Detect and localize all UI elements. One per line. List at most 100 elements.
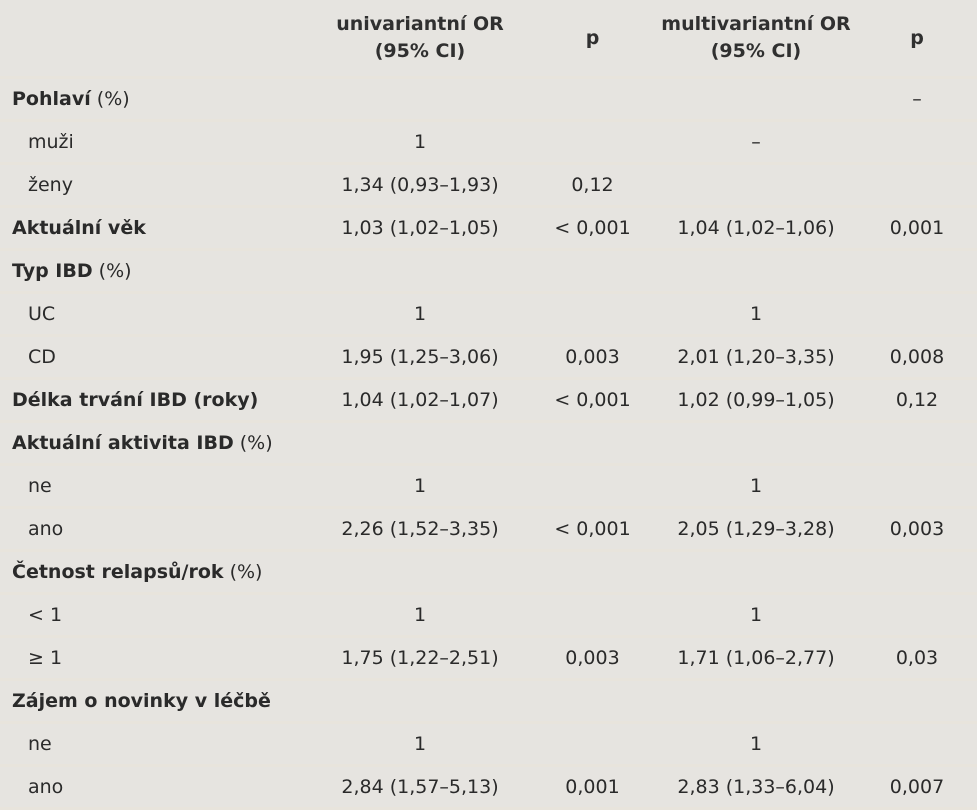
univariate-or-cell: 2,84 (1,57–5,13) <box>310 767 530 807</box>
multivariate-or-cell: 1,71 (1,06–2,77) <box>655 638 857 678</box>
row-label: CD <box>0 337 310 377</box>
header-univariate-or-ci: (95% CI) <box>374 40 466 62</box>
row-label-text: muži <box>28 131 74 153</box>
multivariate-p-cell: 0,003 <box>857 509 977 549</box>
row-label: Typ IBD (%) <box>0 251 310 291</box>
table-row: Aktuální aktivita IBD (%) <box>0 423 977 463</box>
univariate-p-cell: < 0,001 <box>530 380 655 420</box>
table-row: CD 1,95 (1,25–3,06) 0,003 2,01 (1,20–3,3… <box>0 337 977 377</box>
row-label-text: Aktuální aktivita IBD <box>12 432 234 454</box>
multivariate-p-cell <box>857 466 977 506</box>
header-multivariate-or-ci: (95% CI) <box>710 40 802 62</box>
multivariate-or-cell: 1 <box>655 724 857 764</box>
row-label: ano <box>0 509 310 549</box>
multivariate-or-cell: 2,83 (1,33–6,04) <box>655 767 857 807</box>
univariate-p-cell: 0,12 <box>530 165 655 205</box>
table-row: muži 1 – <box>0 122 977 162</box>
univariate-or-cell <box>310 552 530 592</box>
row-label: muži <box>0 122 310 162</box>
univariate-or-cell: 1,34 (0,93–1,93) <box>310 165 530 205</box>
univariate-or-cell <box>310 681 530 721</box>
multivariate-or-cell <box>655 552 857 592</box>
univariate-or-cell: 1 <box>310 724 530 764</box>
multivariate-or-cell: – <box>655 122 857 162</box>
row-label-text: ano <box>28 776 64 798</box>
row-label-text: ženy <box>28 174 73 196</box>
univariate-p-cell <box>530 595 655 635</box>
table-row: Typ IBD (%) <box>0 251 977 291</box>
table-row: ne 1 1 <box>0 466 977 506</box>
row-label-text: Typ IBD <box>12 260 93 282</box>
row-label-text: Četnost relapsů/rok <box>12 561 224 583</box>
univariate-p-cell <box>530 122 655 162</box>
row-label-text: < 1 <box>28 604 63 626</box>
row-label: ne <box>0 466 310 506</box>
table-body: Pohlaví (%) – muži 1 – ženy 1,34 (0,93–1… <box>0 79 977 807</box>
multivariate-p-cell <box>857 122 977 162</box>
header-univariate-or: univariantní OR (95% CI) <box>310 0 530 76</box>
table-row: Pohlaví (%) – <box>0 79 977 119</box>
row-label: Četnost relapsů/rok (%) <box>0 552 310 592</box>
table-header: univariantní OR (95% CI) p multivariantn… <box>0 0 977 76</box>
row-label: Pohlaví (%) <box>0 79 310 119</box>
row-label: ano <box>0 767 310 807</box>
row-label: ženy <box>0 165 310 205</box>
header-multivariate-or-title: multivariantní OR <box>661 13 851 35</box>
row-label-text: UC <box>28 303 56 325</box>
row-label-text: ne <box>28 475 52 497</box>
multivariate-p-cell <box>857 423 977 463</box>
row-label: ≥ 1 <box>0 638 310 678</box>
table-row: ne 1 1 <box>0 724 977 764</box>
row-label-text: Pohlaví <box>12 88 91 110</box>
univariate-p-cell <box>530 79 655 119</box>
row-label: Zájem o novinky v léčbě <box>0 681 310 721</box>
multivariate-or-cell: 1 <box>655 466 857 506</box>
header-label-cell <box>0 0 310 76</box>
univariate-p-cell <box>530 423 655 463</box>
multivariate-p-cell <box>857 294 977 334</box>
row-label: < 1 <box>0 595 310 635</box>
multivariate-p-cell: 0,03 <box>857 638 977 678</box>
univariate-p-cell: 0,003 <box>530 337 655 377</box>
table-row: ano 2,84 (1,57–5,13) 0,001 2,83 (1,33–6,… <box>0 767 977 807</box>
univariate-p-cell <box>530 552 655 592</box>
multivariate-or-cell <box>655 423 857 463</box>
row-label: Aktuální aktivita IBD (%) <box>0 423 310 463</box>
multivariate-p-cell <box>857 165 977 205</box>
row-label-text: Zájem o novinky v léčbě <box>12 690 271 712</box>
univariate-p-cell <box>530 681 655 721</box>
univariate-or-cell: 1 <box>310 595 530 635</box>
row-label-unit: (%) <box>92 260 132 282</box>
row-label-unit: (%) <box>223 561 263 583</box>
row-label-text: CD <box>28 346 56 368</box>
univariate-or-cell: 1 <box>310 294 530 334</box>
univariate-p-cell: < 0,001 <box>530 208 655 248</box>
multivariate-or-cell <box>655 165 857 205</box>
multivariate-or-cell <box>655 681 857 721</box>
multivariate-p-cell: 0,007 <box>857 767 977 807</box>
univariate-or-cell: 1,03 (1,02–1,05) <box>310 208 530 248</box>
table-row: Aktuální věk 1,03 (1,02–1,05) < 0,001 1,… <box>0 208 977 248</box>
univariate-p-cell: 0,003 <box>530 638 655 678</box>
table-row: ženy 1,34 (0,93–1,93) 0,12 <box>0 165 977 205</box>
multivariate-p-cell <box>857 552 977 592</box>
univariate-p-cell <box>530 466 655 506</box>
univariate-p-cell <box>530 294 655 334</box>
table-row: Zájem o novinky v léčbě <box>0 681 977 721</box>
table-row: UC 1 1 <box>0 294 977 334</box>
univariate-or-cell: 1,04 (1,02–1,07) <box>310 380 530 420</box>
multivariate-p-cell: 0,008 <box>857 337 977 377</box>
row-label-text: Aktuální věk <box>12 217 146 239</box>
multivariate-or-cell: 2,01 (1,20–3,35) <box>655 337 857 377</box>
multivariate-or-cell <box>655 79 857 119</box>
univariate-or-cell <box>310 79 530 119</box>
multivariate-or-cell: 1,02 (0,99–1,05) <box>655 380 857 420</box>
multivariate-or-cell: 2,05 (1,29–3,28) <box>655 509 857 549</box>
row-label-unit: (%) <box>233 432 273 454</box>
multivariate-p-cell <box>857 724 977 764</box>
row-label-unit: (%) <box>90 88 130 110</box>
row-label: UC <box>0 294 310 334</box>
table-row: < 1 1 1 <box>0 595 977 635</box>
multivariate-p-cell: 0,12 <box>857 380 977 420</box>
